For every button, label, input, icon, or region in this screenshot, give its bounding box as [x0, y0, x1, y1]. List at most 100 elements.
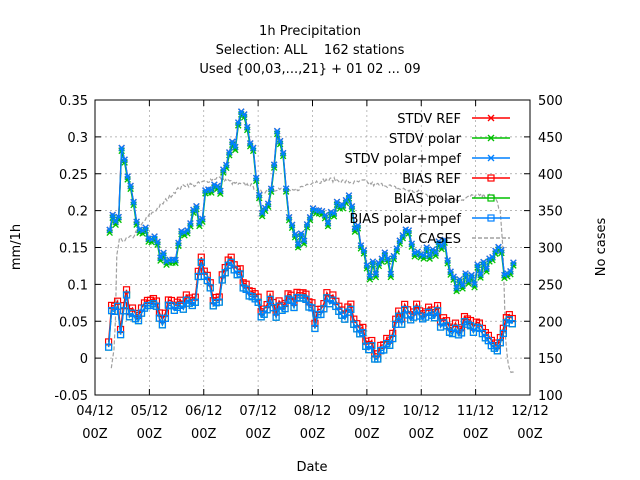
- series-bias-polar-mpef-point: [197, 258, 205, 266]
- series-stdv-polar-mpef-point: [378, 255, 386, 263]
- series-stdv-polar-mpef-point: [438, 242, 445, 250]
- series-bias-polar-mpef-point: [374, 355, 382, 363]
- series-stdv-polar-mpef-point: [130, 198, 137, 206]
- series-stdv-polar-mpef-point: [471, 281, 478, 288]
- series-stdv-polar-mpef-point: [270, 161, 278, 168]
- series-stdv-polar-mpef-point: [258, 209, 266, 217]
- series-stdv-polar-mpef-point: [160, 249, 167, 257]
- series-stdv-polar-mpef-point: [151, 233, 158, 240]
- series-stdv-polar-mpef-point: [255, 191, 263, 199]
- chart-title-line2: Selection: ALL 162 stations: [216, 43, 405, 58]
- series-stdv-polar-mpef-point: [318, 207, 326, 215]
- series-stdv-polar-mpef-point: [172, 256, 179, 264]
- series-bias-polar-mpef-point: [359, 328, 367, 337]
- x-tick-label-hour: 00Z: [82, 427, 108, 442]
- legend-label: STDV REF: [397, 112, 461, 127]
- series-bias-polar-mpef-point: [215, 298, 223, 306]
- series-stdv-polar-mpef-point: [106, 226, 113, 234]
- series-stdv-polar-mpef-point: [453, 284, 460, 292]
- series-bias-ref-point: [347, 300, 355, 308]
- x-tick-label-hour: 00Z: [517, 427, 543, 442]
- series-stdv-polar-mpef-point: [399, 232, 407, 239]
- series-stdv-polar-mpef-point: [175, 239, 182, 247]
- series-stdv-polar-mpef-point: [264, 200, 272, 207]
- series-bias-polar-mpef-point: [179, 305, 187, 313]
- x-tick-label-date: 10/12: [403, 404, 440, 419]
- x-tick-label-hour: 00Z: [354, 427, 380, 442]
- y2-tick-label: 300: [538, 242, 563, 257]
- series-stdv-polar-mpef-point: [184, 227, 191, 234]
- series-bias-polar-mpef-point: [398, 320, 406, 328]
- legend-marker: [487, 174, 495, 182]
- legend-label: BIAS REF: [402, 172, 461, 187]
- series-bias-polar-mpef-point: [430, 314, 439, 322]
- series-stdv-polar-mpef-point: [226, 149, 233, 156]
- series-bias-ref-point: [368, 336, 376, 345]
- series-stdv-polar-mpef-point: [420, 252, 427, 259]
- series-stdv-polar-mpef-point: [297, 230, 305, 237]
- legend: STDV REF STDV polar STDV polar+mpef BIAS RE…: [344, 112, 510, 247]
- series-stdv-polar-mpef-point: [291, 231, 299, 238]
- series-bias-polar-mpef-point: [368, 342, 376, 350]
- chart-title-line3: Used {00,03,...,21} + 01 02 ... 09: [199, 62, 420, 77]
- y2-tick-label: 350: [538, 205, 563, 220]
- series-stdv-polar-mpef-point: [372, 270, 380, 278]
- x-tick-label-hour: 00Z: [300, 427, 326, 442]
- series-stdv-polar-mpef-point: [303, 221, 311, 228]
- y-tick-label: 0.2: [67, 205, 88, 220]
- series-stdv-polar-mpef-point: [390, 252, 398, 260]
- series-stdv-polar-mpef-point: [249, 144, 257, 152]
- series-bias-ref-point: [227, 253, 235, 261]
- series-stdv-polar-mpef-point: [217, 187, 224, 195]
- axes: -0.05 0 0.05 0.1 0.15 0.2 0.25 0.3 0.35 100 150 200…: [54, 94, 562, 442]
- series-stdv-polar-mpef-point: [393, 245, 401, 252]
- series-bias-polar-mpef-point: [389, 334, 397, 343]
- series-stdv-polar-mpef-point: [261, 204, 269, 212]
- series-stdv-polar-mpef-point: [294, 241, 302, 248]
- series-bias-polar-mpef-point: [116, 331, 125, 339]
- series-stdv-polar-mpef-point: [214, 182, 221, 190]
- plot-area: [104, 108, 517, 374]
- y2-tick-label: 400: [538, 168, 563, 183]
- series-stdv-polar-mpef-point: [339, 202, 347, 209]
- series-stdv-polar-mpef-point: [279, 149, 287, 157]
- x-tick-label-date: 07/12: [239, 404, 276, 419]
- series-stdv-polar-mpef-point: [381, 249, 389, 256]
- series-bias-polar-mpef-point: [272, 313, 280, 321]
- series-stdv-polar-mpef-point: [121, 156, 128, 163]
- series-stdv-polar-mpef-point: [330, 210, 338, 217]
- series-stdv-polar-mpef-point: [124, 173, 131, 180]
- series-stdv-polar-mpef-point: [510, 259, 517, 266]
- series-stdv-polar-mpef-point: [489, 253, 496, 261]
- series-stdv-polar-mpef-point: [229, 138, 236, 146]
- y2-tick-label: 100: [538, 389, 563, 404]
- series-stdv-polar-mpef-point: [196, 219, 203, 227]
- series-stdv-polar-mpef-point: [285, 214, 293, 221]
- series-bias-polar-mpef-point: [266, 295, 274, 304]
- x-tick-label-date: 12/12: [511, 404, 548, 419]
- series-stdv-polar-mpef-point: [423, 244, 430, 251]
- series-bias-ref-point: [122, 286, 131, 294]
- series-bias-polar-mpef-point: [341, 315, 349, 323]
- y2-tick-label: 250: [538, 278, 563, 293]
- series-bias-polar-mpef-point: [395, 312, 403, 320]
- series-bias-polar-mpef-point: [119, 307, 128, 315]
- series-stdv-polar-mpef-point: [480, 258, 487, 266]
- series-bias-polar-mpef-point: [320, 305, 328, 313]
- x-tick-label-date: 05/12: [131, 404, 168, 419]
- series-stdv-polar-mpef-point: [384, 255, 392, 262]
- series-bias-polar-mpef-point: [218, 276, 226, 284]
- x-tick-label-hour: 00Z: [191, 427, 217, 442]
- series-stdv-polar-mpef-point: [220, 166, 227, 173]
- legend-marker-stroke: [487, 134, 495, 142]
- legend-label: BIAS polar: [394, 192, 462, 207]
- series-stdv-polar-mpef-point: [459, 282, 466, 289]
- series-stdv-polar-mpef-point: [243, 123, 251, 131]
- series-stdv-polar-mpef-point: [273, 127, 281, 135]
- series-stdv-polar-mpef-point: [435, 238, 442, 245]
- series-stdv-polar-mpef-point: [232, 143, 239, 151]
- legend-marker: [487, 214, 495, 222]
- series-stdv-polar-mpef-point: [354, 222, 362, 229]
- series-stdv-polar-mpef-point: [133, 218, 140, 225]
